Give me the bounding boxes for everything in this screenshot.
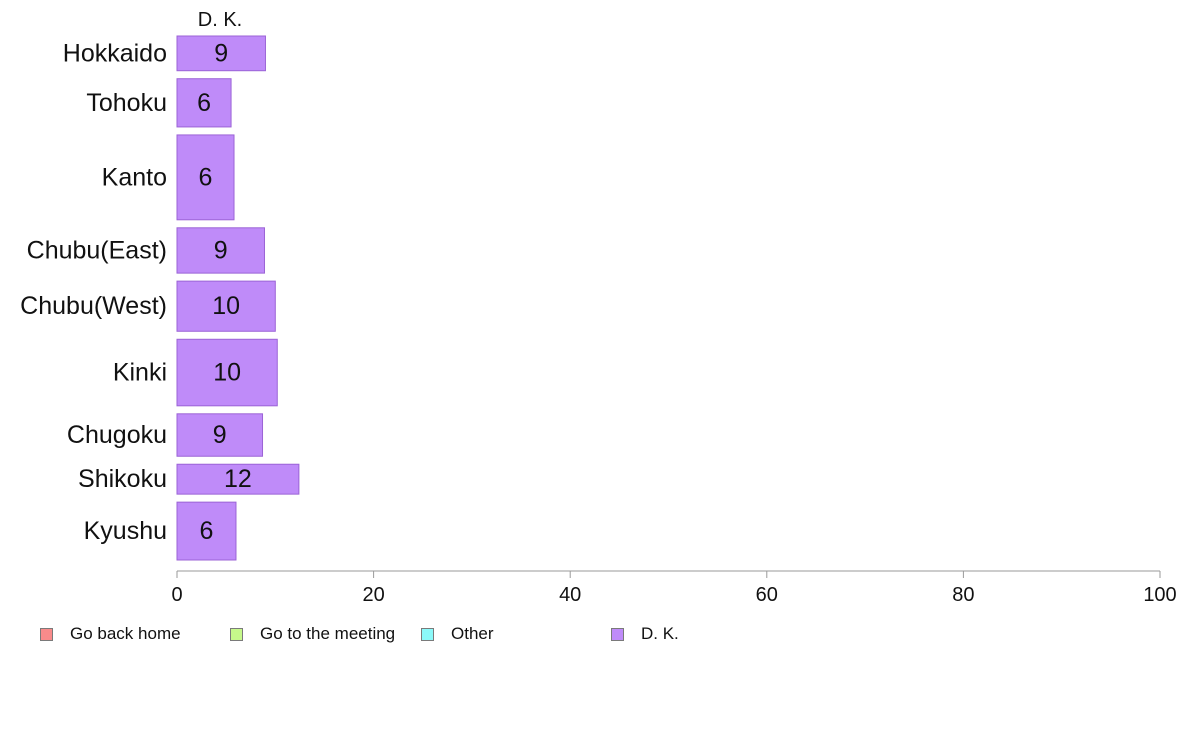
x-tick-label: 60 [756, 584, 778, 606]
bar-label-chubu-west: 10 [212, 292, 240, 320]
category-label-chubu-west: Chubu(West) [20, 292, 167, 320]
legend-item-go-back-home: Go back home [40, 622, 181, 646]
category-label-tohoku: Tohoku [86, 89, 167, 117]
legend-swatch [421, 627, 434, 641]
legend-item-go-to-the-meeting: Go to the meeting [230, 622, 395, 646]
legend-label: Go back home [70, 624, 181, 643]
legend-swatch [40, 627, 53, 641]
bar-label-chugoku: 9 [213, 421, 227, 449]
x-tick-label: 80 [952, 584, 974, 606]
bars [176, 35, 300, 561]
bar-label-kanto: 6 [199, 163, 213, 191]
legend-swatch [611, 627, 624, 641]
legend-item-other: Other [421, 622, 494, 646]
bar-d-k-chubu-east [176, 227, 265, 274]
stacked-bar-chart: Hokkaido Tohoku Kanto Chubu(East) Chubu(West… [20, 9, 1177, 606]
x-axis: 0 20 40 60 80 100 [171, 570, 1177, 606]
category-labels: Hokkaido Tohoku Kanto Chubu(East) Chubu(West… [20, 39, 167, 545]
bar-d-k-chugoku [176, 413, 264, 457]
category-label-hokkaido: Hokkaido [63, 39, 167, 67]
legend: Go back home Go to the meeting Other D. K. [40, 622, 1140, 646]
legend-item-d-k: D. K. [611, 622, 679, 646]
bar-label-tohoku: 6 [197, 89, 211, 117]
bar-label-chubu-east: 9 [214, 236, 228, 264]
legend-swatch [230, 627, 243, 641]
x-tick-label: 20 [362, 584, 384, 606]
x-tick-label: 0 [171, 584, 182, 606]
bar-d-k-kyushu [176, 501, 237, 561]
bar-d-k-kanto [176, 134, 235, 221]
category-label-kinki: Kinki [113, 359, 167, 387]
category-label-chubu-east: Chubu(East) [27, 236, 167, 264]
bar-d-k-kinki [176, 338, 278, 407]
bar-label-shikoku: 12 [224, 465, 252, 493]
x-tick-label: 40 [559, 584, 581, 606]
bar-label-kyushu: 6 [200, 517, 214, 545]
legend-label: D. K. [641, 624, 679, 643]
bar-d-k-shikoku [176, 463, 300, 495]
category-label-kyushu: Kyushu [84, 517, 167, 545]
bar-label-hokkaido: 9 [214, 39, 228, 67]
x-tick-label: 100 [1143, 584, 1176, 606]
legend-label: Go to the meeting [260, 624, 396, 643]
column-header-label: D. K. [198, 9, 242, 31]
legend-label: Other [451, 624, 494, 643]
bar-label-kinki: 10 [213, 359, 241, 387]
bar-d-k-chubu-west [176, 280, 276, 332]
bar-d-k-hokkaido [176, 35, 266, 72]
category-label-shikoku: Shikoku [78, 465, 167, 493]
category-label-chugoku: Chugoku [67, 421, 167, 449]
category-label-kanto: Kanto [102, 163, 167, 191]
bar-d-k-tohoku [176, 78, 232, 128]
